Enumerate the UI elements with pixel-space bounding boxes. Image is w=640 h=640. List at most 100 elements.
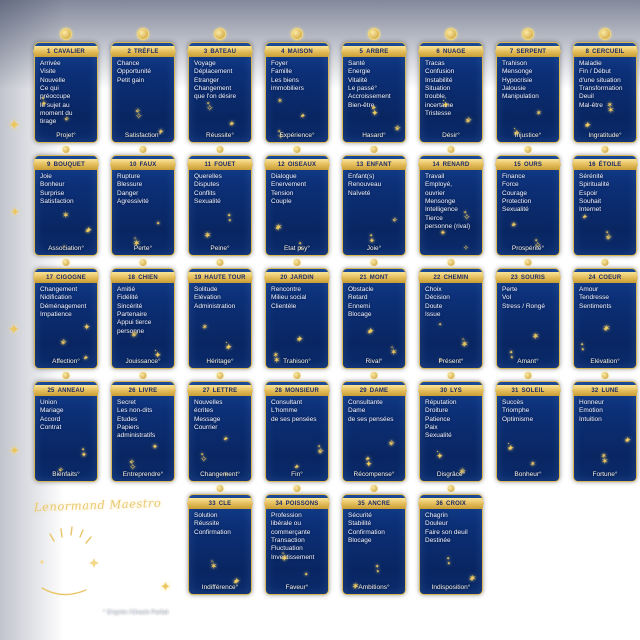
star-icon: ✦ (365, 459, 373, 469)
card-name: Arbre (366, 48, 389, 55)
star-icon: ✶ (392, 218, 397, 224)
star-icon: ⋆ (223, 437, 227, 443)
star-icon: ✧ (352, 584, 358, 591)
star-icon: ✧ (388, 438, 396, 448)
star-icon: ✧ (131, 329, 139, 339)
moon-hand-illustration (40, 526, 99, 596)
card-title-banner: 12 Oiseaux (264, 159, 330, 170)
star-icon: ⋆ (296, 337, 301, 344)
card-keywords: Querelles Disputes Conflits Sexualité (194, 173, 222, 205)
card-14: 14 Renard Travail Employé, ouvrier Mensong… (418, 146, 484, 256)
card-name: Dame (369, 387, 389, 394)
card-keywords: Amitié Fidélité Sincérité Partenaire App… (117, 286, 152, 335)
star-icon: ✶ (601, 453, 607, 460)
card-number: 26 (128, 387, 136, 394)
star-icon: ✧ (392, 217, 398, 224)
card-top-ornament (293, 372, 301, 379)
card-meaning: Perte° (133, 245, 153, 252)
card-title-banner: 33 Cle (187, 498, 253, 509)
star-icon: ✦ (41, 96, 46, 102)
card-name: Lune (601, 387, 619, 394)
card-title-banner: 22 Chemin (418, 272, 484, 283)
card-title-banner: 30 Lys (418, 385, 484, 396)
card-number: 35 (357, 500, 365, 507)
card-11: 11 Fouet Querelles Disputes Conflits Sexua… (187, 146, 253, 256)
star-icon: ✦ (300, 113, 306, 120)
card-18: 18 Chien Amitié Fidélité Sincérité Partena… (110, 259, 176, 369)
star-icon: ⋆ (509, 352, 515, 362)
card-7: 7 Serpent Trahison Mensonge Hypocrisie Jal… (495, 28, 561, 143)
card-meaning: Bonheur° (514, 471, 542, 478)
card-29: 29 Dame Consultante Dame de ses pensées ✦ ✧ ⋆… (341, 372, 407, 482)
star-icon: ✧ (459, 470, 464, 476)
card-title-banner: 29 Dame (341, 385, 407, 396)
star-icon: ✶ (317, 449, 323, 456)
card-title-banner: 19 Haute Tour (187, 272, 253, 283)
star-icon: ⋆ (375, 566, 381, 576)
star-icon: ✶ (390, 347, 398, 357)
card-name: Poissons (285, 500, 319, 507)
star-icon: ✶ (461, 339, 469, 349)
star-icon: ✶ (277, 98, 283, 105)
star-icon: ⋆ (156, 220, 161, 227)
card-top-ornament (139, 259, 147, 266)
card-6: 6 Nuage Tracas Confusion Instabilité Situa… (418, 28, 484, 143)
star-icon: ✦ (440, 230, 446, 237)
card-9: 9 Bouquet Joie Bonheur Surprise Satisfacti… (33, 146, 99, 256)
card-number: 16 (588, 161, 596, 168)
star-icon: ✦ (152, 444, 158, 451)
card-name: Chemin (443, 274, 469, 281)
card-title-banner: 27 Lettre (187, 385, 253, 396)
card-title-banner: 10 Faux (110, 159, 176, 170)
star-icon: ✶ (465, 118, 471, 125)
card-top-ornament (447, 372, 455, 379)
star-icon: ✶ (131, 332, 137, 339)
star-icon: ✧ (273, 353, 278, 359)
star-icon: ⋆ (511, 223, 515, 229)
star-icon: ✧ (62, 244, 67, 250)
card-25: 25 Anneau Union Mariage Accord Contrat ✦ ✧ ⋆ ✶… (33, 372, 99, 482)
star-icon: ✦ (229, 121, 235, 128)
star-icon: ✧ (463, 212, 471, 222)
card-number: 15 (513, 161, 521, 168)
star-icon: ✧ (60, 337, 68, 347)
card-name: Cavalier (53, 48, 85, 55)
card-title-banner: 14 Renard (418, 159, 484, 170)
star-icon: ✦ (371, 105, 377, 112)
card-meaning: Satisfaction° (124, 132, 162, 139)
card-title-banner: 35 Ancre (341, 498, 407, 509)
star-icon: ✧ (394, 123, 402, 133)
star-icon: ⋆ (225, 345, 230, 352)
star-icon: ✶ (273, 352, 279, 359)
star-icon: ✶ (275, 226, 280, 232)
star-icon: ✧ (317, 446, 325, 456)
star-icon: ✶ (62, 210, 70, 220)
card-title-banner: 13 Enfant (341, 159, 407, 170)
card-30: 30 Lys Réputation Droiture Patience Paix S… (418, 372, 484, 482)
star-icon: ✦ (81, 452, 87, 459)
card-meaning: Prospérité° (511, 245, 545, 252)
star-icon: ✦ (41, 101, 47, 108)
card-32: 32 Lune Honneur Emotion Intuition ✶ ✦ ✧ ⋆ ✶ Fort… (572, 372, 638, 482)
card-top-ornament (62, 259, 70, 266)
star-icon: ✦ (584, 120, 592, 130)
card-name: Soleil (521, 387, 545, 394)
card-keywords: Maladie Fin / Début d'une situation Tran… (579, 60, 623, 109)
card-top-ornament (293, 146, 301, 153)
card-number: 31 (511, 387, 519, 394)
card-top-ornament (447, 485, 455, 492)
star-icon: ⋆ (304, 571, 309, 578)
star-icon: ⋆ (369, 235, 375, 245)
card-name: Coeur (598, 274, 622, 281)
star-icon: ⋆ (227, 212, 232, 219)
card-top-ornament (293, 259, 301, 266)
card-top-ornament (601, 259, 609, 266)
star-icon: ⋆ (227, 215, 233, 225)
card-keywords: Obstacle Retard Ennemi Blocage (348, 286, 374, 318)
card-title-banner: 36 Croix (418, 498, 484, 509)
star-icon: ⋆ (511, 219, 517, 229)
star-icon: ⋆ (154, 348, 158, 354)
card-top-ornament (447, 259, 455, 266)
card-top-ornament (216, 146, 224, 153)
